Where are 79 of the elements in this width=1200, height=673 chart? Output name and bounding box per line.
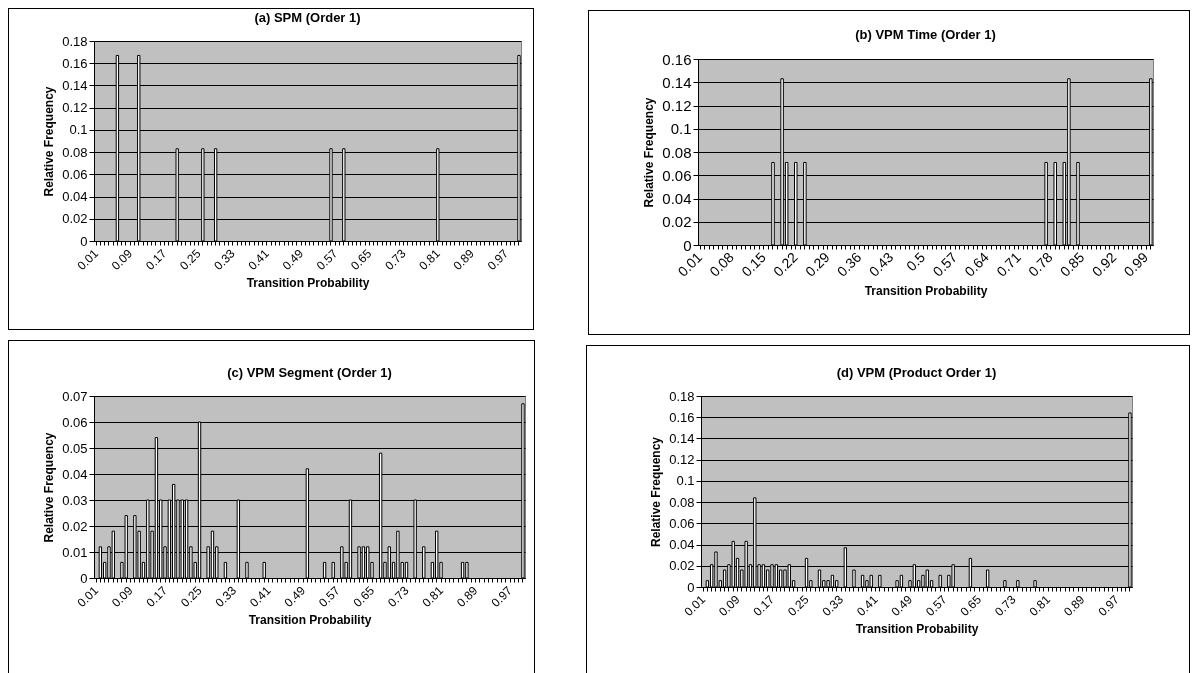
chart-title: (c) VPM Segment (Order 1) [227,365,392,380]
y-tick-label: 0.02 [662,213,692,231]
x-tick-label: 0.5 [903,248,929,275]
y-tick-label: 0.14 [662,73,692,91]
y-tick-label: 0.06 [662,166,692,184]
y-tick-label: 0.08 [669,494,695,510]
y-tick-label: 0.14 [669,430,695,446]
y-tick-label: 0.1 [670,120,692,138]
y-axis-title: Relative Frequency [42,86,57,197]
y-tick-label: 0.04 [669,537,695,553]
y-axis-title: Relative Frequency [649,436,664,548]
x-tick-label: 0.92 [1088,248,1120,280]
y-axis-title: Relative Frequency [42,432,57,543]
x-tick-label: 0.08 [706,248,738,280]
y-tick-label: 0.07 [62,388,88,404]
y-tick-label: 0.1 [676,473,695,489]
x-tick-label: 0.89 [454,583,481,610]
y-tick-label: 0.1 [69,122,88,138]
x-tick-label: 0.49 [281,583,309,610]
x-tick-label: 0.73 [385,583,412,610]
y-tick-label: 0.05 [62,440,88,456]
x-tick-label: 0.29 [801,248,833,280]
x-tick-label: 0.73 [992,592,1019,619]
y-tick-label: 0 [687,579,695,595]
x-tick-label: 0.09 [108,246,136,273]
x-tick-label: 0.09 [109,583,136,610]
y-tick-label: 0.12 [669,452,695,468]
x-tick-label: 0.09 [716,592,743,619]
y-tick-label: 0.16 [62,55,88,71]
x-tick-label: 0.49 [888,592,916,619]
y-tick-label: 0.18 [62,33,88,49]
x-tick-label: 0.43 [865,248,897,280]
x-tick-label: 0.81 [1026,592,1054,619]
y-tick-label: 0 [80,570,88,586]
chart-title: (d) VPM (Product Order 1) [836,365,997,380]
x-tick-label: 0.89 [1061,592,1088,619]
y-tick-label: 0.02 [62,211,88,227]
y-tick-label: 0.04 [62,189,88,205]
x-tick-label: 0.71 [993,248,1024,280]
y-tick-label: 0.08 [62,144,88,160]
x-tick-label: 0.99 [1120,248,1152,280]
x-tick-label: 0.49 [279,246,307,273]
x-axis-title: Transition Probability [864,283,988,298]
y-tick-label: 0.14 [62,77,88,93]
x-tick-label: 0.73 [382,246,409,273]
y-tick-label: 0.08 [662,143,692,161]
y-tick-label: 0.12 [662,97,692,114]
x-tick-label: 0.78 [1025,248,1056,280]
x-tick-label: 0.41 [245,246,273,273]
chart-title: (b) VPM Time (Order 1) [855,27,996,42]
y-tick-label: 0.02 [669,558,695,574]
y-tick-label: 0 [80,233,88,249]
y-tick-label: 0.06 [669,515,695,531]
y-tick-label: 0.16 [669,409,695,425]
y-axis-title: Relative Frequency [642,97,657,208]
y-tick-label: 0.06 [62,414,88,430]
x-tick-label: 0.41 [247,583,274,610]
y-tick-label: 0.16 [662,50,692,68]
x-tick-label: 0.41 [854,592,881,619]
y-tick-label: 0.04 [62,466,88,482]
x-tick-label: 0.33 [211,246,238,273]
x-tick-label: 0.81 [419,583,447,610]
x-tick-label: 0.36 [833,248,865,280]
x-axis-title: Transition Probability [246,276,370,291]
y-tick-label: 0 [683,236,692,254]
x-axis-title: Transition Probability [855,622,979,637]
x-tick-label: 0.22 [770,248,801,280]
y-tick-label: 0.18 [669,388,695,404]
x-axis-title: Transition Probability [248,613,372,628]
y-tick-label: 0.01 [62,544,88,560]
y-tick-label: 0.03 [62,492,88,508]
y-tick-label: 0.12 [62,100,88,116]
x-tick-label: 0.81 [416,246,443,273]
x-tick-label: 0.64 [961,248,993,280]
y-tick-label: 0.02 [62,518,88,534]
y-tick-label: 0.04 [662,190,692,207]
y-tick-label: 0.06 [62,166,88,182]
x-tick-label: 0.89 [450,246,478,273]
chart-title: (a) SPM (Order 1) [254,10,361,25]
